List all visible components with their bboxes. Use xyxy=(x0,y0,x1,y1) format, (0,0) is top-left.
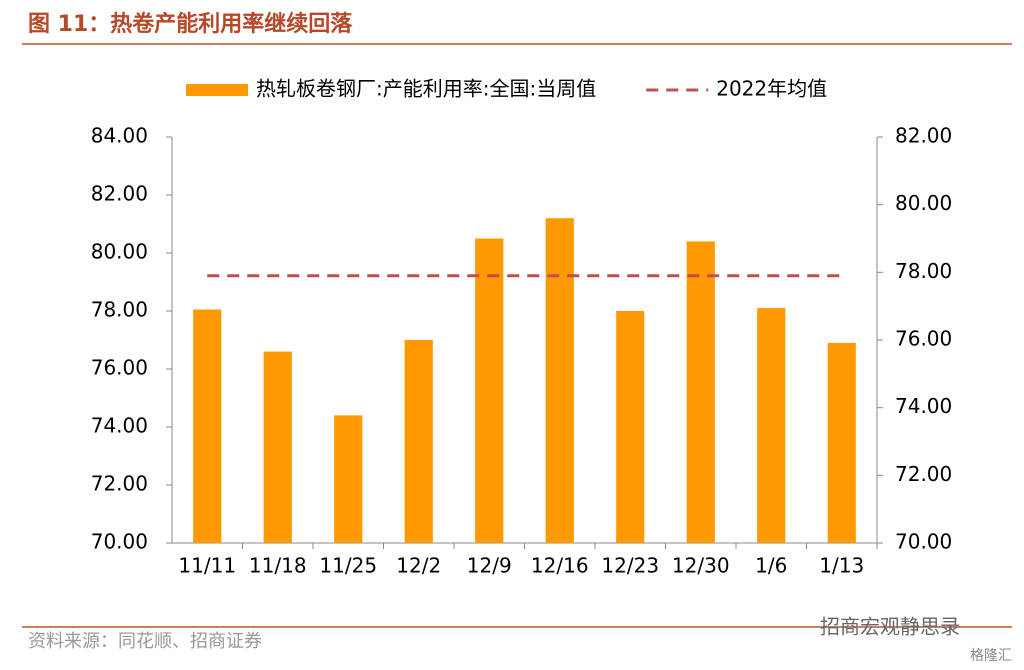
bar xyxy=(757,308,786,543)
y-tick-label: 74.00 xyxy=(91,414,148,438)
y-tick-label: 70.00 xyxy=(91,530,148,554)
x-tick-label: 12/16 xyxy=(531,554,589,578)
y-tick-label: 76.00 xyxy=(91,356,148,380)
x-tick-label: 12/2 xyxy=(396,554,441,578)
x-tick-label: 12/9 xyxy=(467,554,512,578)
y2-tick-label: 76.00 xyxy=(895,327,952,351)
y2-tick-label: 80.00 xyxy=(895,191,952,215)
y2-tick-label: 70.00 xyxy=(895,530,952,554)
x-tick-label: 12/23 xyxy=(601,554,659,578)
bar xyxy=(686,241,715,543)
bar xyxy=(545,218,574,543)
x-tick-label: 1/6 xyxy=(755,554,787,578)
bar xyxy=(263,351,292,543)
source-note: 资料来源：同花顺、招商证券 xyxy=(28,631,262,652)
bar xyxy=(193,309,222,543)
watermark: 招商宏观静思录 xyxy=(820,615,960,639)
y2-tick-label: 74.00 xyxy=(895,394,952,418)
bar xyxy=(475,238,504,543)
y2-tick-label: 82.00 xyxy=(895,124,952,148)
y-tick-label: 84.00 xyxy=(91,124,148,148)
x-tick-label: 11/25 xyxy=(319,554,377,578)
chart-title: 图 11：热卷产能利用率继续回落 xyxy=(28,11,353,37)
y-tick-label: 80.00 xyxy=(91,240,148,264)
y2-tick-label: 72.00 xyxy=(895,462,952,486)
y2-tick-label: 78.00 xyxy=(895,259,952,283)
bar xyxy=(616,311,645,543)
y-tick-label: 78.00 xyxy=(91,298,148,322)
legend-swatch xyxy=(186,84,248,96)
legend-label: 热轧板卷钢厂:产能利用率:全国:当周值 xyxy=(256,77,596,101)
x-tick-label: 12/30 xyxy=(672,554,730,578)
logo: 格隆汇 xyxy=(970,648,1012,664)
bar xyxy=(827,342,856,543)
y-tick-label: 82.00 xyxy=(91,182,148,206)
x-tick-label: 11/11 xyxy=(178,554,236,578)
bar xyxy=(334,415,363,543)
bar xyxy=(404,340,433,543)
x-tick-label: 1/13 xyxy=(819,554,864,578)
x-tick-label: 11/18 xyxy=(249,554,307,578)
legend-label: 2022年均值 xyxy=(716,77,827,101)
y-tick-label: 72.00 xyxy=(91,472,148,496)
